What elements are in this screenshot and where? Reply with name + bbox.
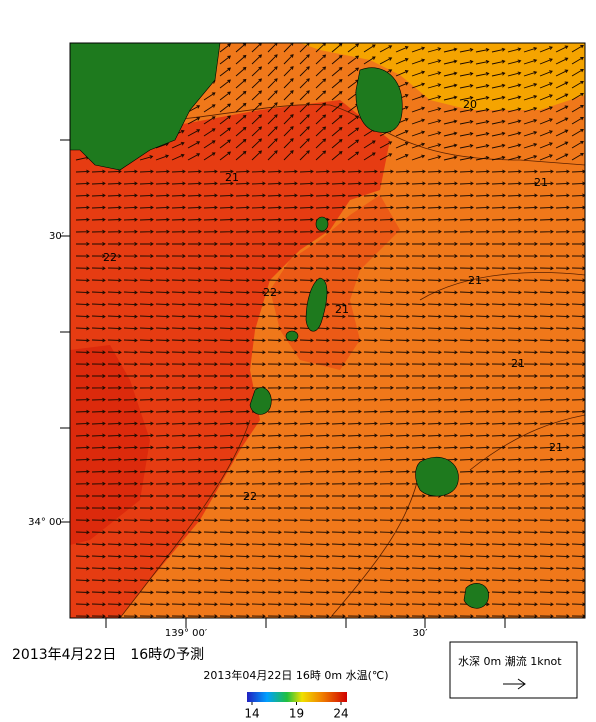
legend-text: 水深 0m 潮流 1knot [458,654,562,668]
contour-label: 21 [511,357,525,370]
island [415,457,459,497]
contour-label: 21 [468,274,482,287]
contour-label: 22 [103,251,117,264]
lat-label: 34° 00′ [28,517,65,528]
contour-label: 21 [225,171,239,184]
warm-zone [70,100,390,618]
legend-arrow [503,678,526,690]
island [249,387,272,415]
map-area [70,43,585,618]
lon-label: 30′ [413,628,429,639]
contour-line [119,419,251,618]
contour-label: 21 [534,176,548,189]
island [285,330,299,342]
colorbar-title: 2013年04月22日 16時 0m 水温(℃) [203,668,388,682]
contour-label: 20 [463,98,477,111]
contour-line [419,272,585,301]
lat-label: 30′ [49,231,65,242]
mid-zone [270,195,400,370]
map-frame [69,42,586,619]
caption: 2013年4月22日 16時の予測 [12,647,204,663]
contour-label: 22 [263,286,277,299]
contour-label: 21 [549,441,563,454]
contour-label: 21 [335,303,349,316]
colorbar-tick-label: 24 [333,707,348,721]
island [463,583,489,609]
island [355,67,403,133]
colorbar-tick-label: 19 [289,707,304,721]
colorbar [247,692,347,702]
legend-box [449,641,578,699]
island [305,277,328,332]
colorbar-tick-label: 14 [244,707,259,721]
warmest-zone [70,345,150,545]
contour-label: 22 [243,490,257,503]
lon-label: 139° 00′ [165,628,208,639]
contour-line [329,469,421,618]
land [70,43,221,171]
island [315,216,329,232]
contour-line [469,414,585,471]
